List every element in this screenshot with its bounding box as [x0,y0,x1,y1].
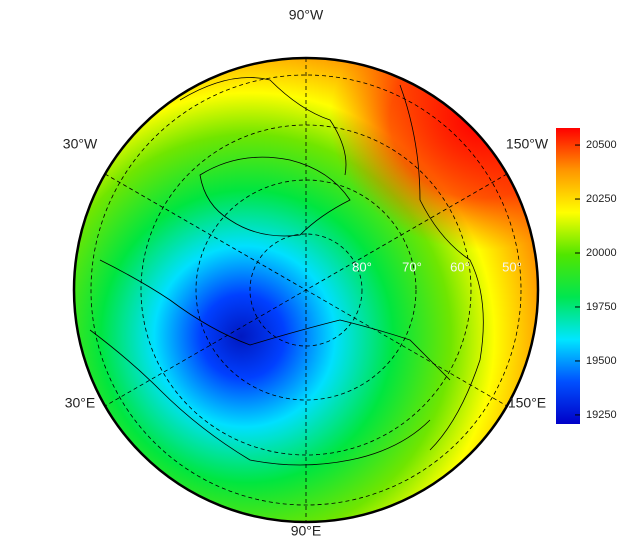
colorbar-tick-label: 20000 [586,247,617,259]
longitude-label: 150°E [508,395,546,411]
latitude-label: 70° [402,259,422,274]
longitude-label: 90°W [289,7,324,23]
colorbar-tick-label: 20250 [586,193,617,205]
latitude-label: 50° [502,259,522,274]
map-border [72,56,540,524]
coastlines [89,77,484,466]
colorbar-tick-label: 19250 [586,409,617,421]
longitude-label: 30°E [65,395,96,411]
colorbar [556,128,580,424]
latitude-label: 60° [450,259,470,274]
graticule [90,58,522,522]
longitude-label: 90°E [291,523,322,539]
longitude-labels: 90°W 30°W 150°W 30°E 150°E 90°E [63,7,549,539]
longitude-label: 150°W [506,136,549,152]
longitude-label: 30°W [63,136,98,152]
colorbar-tick-label: 19500 [586,355,617,367]
colorbar-ticks: 19250 19500 19750 20000 20250 20500 [575,139,617,421]
latitude-labels: 80° 70° 60° 50° [352,259,522,274]
latitude-label: 80° [352,259,372,274]
colorbar-tick-label: 20500 [586,139,617,151]
colorbar-tick-label: 19750 [586,301,617,313]
field [74,58,538,522]
